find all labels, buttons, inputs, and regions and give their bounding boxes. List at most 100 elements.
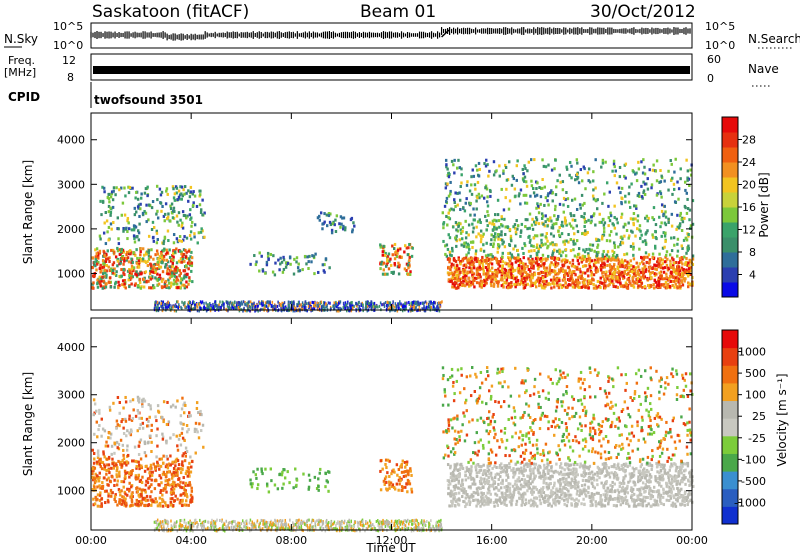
range-cell	[93, 477, 96, 481]
range-cell	[632, 272, 636, 276]
range-cell	[93, 457, 96, 461]
range-cell	[192, 307, 195, 311]
range-cell	[116, 264, 119, 268]
range-cell	[278, 303, 281, 307]
range-cell	[176, 198, 179, 202]
range-cell	[153, 263, 156, 267]
range-cell	[664, 215, 668, 219]
range-cell	[155, 229, 158, 233]
range-cell	[455, 222, 459, 226]
range-cell	[167, 470, 171, 474]
range-cell	[246, 304, 248, 308]
range-cell	[104, 285, 108, 289]
range-cell	[451, 285, 454, 289]
range-cell	[124, 501, 128, 505]
range-cell	[510, 253, 514, 257]
range-cell	[184, 301, 186, 305]
range-cell	[685, 251, 688, 255]
range-cell	[155, 309, 158, 313]
range-cell	[192, 203, 195, 207]
range-cell	[573, 197, 577, 201]
range-cell	[406, 253, 410, 257]
range-cell	[459, 280, 463, 284]
range-cell	[411, 303, 414, 307]
range-cell	[538, 284, 541, 288]
range-cell	[174, 470, 178, 474]
range-cell	[569, 283, 572, 287]
range-cell	[573, 254, 577, 258]
range-cell	[632, 170, 635, 174]
range-cell	[621, 260, 624, 264]
range-cell	[323, 270, 326, 274]
range-cell	[492, 282, 496, 286]
range-cell	[489, 253, 492, 257]
range-cell	[592, 197, 596, 201]
range-cell	[122, 229, 125, 233]
range-cell	[530, 223, 534, 227]
range-cell	[130, 228, 134, 232]
range-cell	[645, 231, 648, 235]
range-cell	[473, 285, 476, 289]
range-cell	[667, 220, 670, 224]
range-cell	[690, 173, 693, 177]
range-cell	[460, 277, 463, 281]
range-cell	[373, 304, 376, 308]
range-cell	[529, 259, 533, 263]
range-cell	[123, 500, 127, 504]
range-cell	[307, 267, 310, 271]
range-cell	[466, 180, 469, 184]
range-cell	[139, 250, 142, 254]
range-cell	[590, 215, 593, 219]
range-cell	[122, 271, 125, 275]
range-cell	[96, 462, 99, 466]
range-cell	[446, 247, 450, 251]
range-cell	[627, 271, 630, 275]
range-cell	[562, 210, 565, 214]
range-cell	[156, 300, 159, 304]
range-cell	[123, 474, 127, 478]
range-cell	[172, 483, 176, 487]
range-cell	[103, 190, 106, 194]
range-cell	[478, 264, 481, 268]
range-cell	[459, 270, 462, 274]
range-cell	[449, 279, 452, 283]
range-cell	[365, 303, 367, 307]
range-cell	[149, 498, 152, 502]
range-cell	[175, 191, 178, 195]
range-cell	[560, 285, 564, 289]
range-cell	[110, 248, 113, 252]
range-cell	[411, 306, 413, 310]
range-cell	[109, 222, 113, 226]
range-cell	[659, 276, 662, 280]
range-cell	[608, 233, 611, 237]
range-cell	[114, 255, 118, 259]
range-cell	[151, 284, 155, 288]
range-cell	[683, 279, 686, 283]
range-cell	[657, 257, 660, 261]
range-cell	[497, 237, 500, 241]
range-cell	[618, 275, 621, 279]
range-cell	[350, 309, 353, 313]
range-cell	[358, 305, 361, 309]
range-cell	[594, 266, 598, 270]
range-cell	[489, 242, 493, 246]
range-cell	[635, 171, 638, 175]
range-cell	[496, 281, 500, 285]
range-cell	[115, 463, 118, 467]
range-cell	[135, 210, 138, 214]
range-cell	[149, 286, 153, 290]
range-cell	[175, 275, 178, 279]
range-cell	[168, 303, 171, 307]
range-cell	[586, 171, 590, 175]
range-cell	[590, 219, 593, 223]
range-cell	[108, 281, 111, 285]
range-cell	[540, 238, 543, 242]
range-cell	[188, 262, 191, 266]
range-cell	[632, 275, 635, 279]
range-cell	[638, 268, 641, 272]
range-cell	[485, 228, 488, 232]
range-cell	[661, 258, 664, 262]
range-cell	[589, 259, 592, 263]
range-cell	[393, 257, 397, 261]
range-cell	[137, 460, 140, 464]
